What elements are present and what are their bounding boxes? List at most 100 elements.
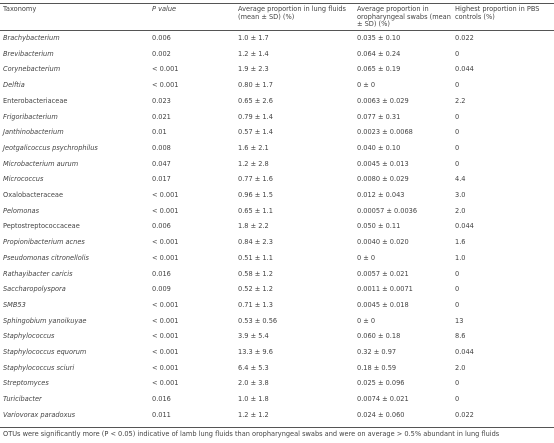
table-cell: 0.51 ± 1.1 [238, 253, 273, 262]
taxonomy: Janthinobacterium [3, 128, 64, 137]
table-cell: 1.0 ± 1.8 [238, 395, 269, 404]
table-cell: 0.011 [152, 410, 171, 419]
table-cell: 0.53 ± 0.56 [238, 316, 278, 325]
footnote: OTUs were significantly more (P < 0.05) … [3, 430, 500, 438]
table-cell: 0.0023 ± 0.0068 [357, 128, 413, 137]
table-cell: 1.8 ± 2.2 [238, 222, 269, 231]
taxonomy: Micrococcus [3, 175, 44, 184]
taxonomy: Staphylococcus sciuri [3, 363, 75, 372]
table-cell: < 0.001 [152, 206, 179, 215]
taxonomy: Peptostreptococcaceae [3, 222, 80, 231]
taxonomy: Enterobacteriaceae [3, 96, 68, 105]
table-cell: 0.024 ± 0.060 [357, 410, 405, 419]
column-header: Taxonomy [3, 5, 37, 13]
column-header: Highest proportion in PBS controls (%) [455, 5, 540, 21]
table-cell: 0.012 ± 0.043 [357, 191, 405, 199]
table-cell: 0 [455, 379, 460, 388]
table-cell: 0.025 ± 0.096 [357, 379, 405, 388]
table-cell: < 0.001 [152, 363, 179, 372]
table-cell: 0.044 [455, 65, 474, 74]
taxonomy: Pelomonas [3, 206, 40, 215]
taxonomy: Staphylococcus equorum [3, 348, 87, 356]
taxonomy: Streptomyces [3, 379, 49, 388]
table-cell: 0.016 [152, 395, 171, 404]
table-cell: 0 [455, 112, 460, 121]
table-cell: 0.96 ± 1.5 [238, 191, 273, 199]
taxonomy: Microbacterium aurum [3, 159, 79, 168]
table-cell: 0.80 ± 1.7 [238, 81, 273, 90]
table-cell: 3.9 ± 5.4 [238, 332, 269, 341]
table-cell: 0 [455, 269, 460, 278]
taxonomy: Saccharopolyspora [3, 285, 66, 294]
taxonomy: Pseudomonas citronellolis [3, 253, 89, 262]
table-cell: 0.021 [152, 112, 171, 121]
table-cell: 0.060 ± 0.18 [357, 332, 401, 341]
table-cell: 0.002 [152, 49, 171, 58]
column-header: Average proportion in lung fluids (mean … [238, 5, 346, 21]
taxonomy: Brevibacterium [3, 49, 54, 58]
table-cell: 1.6 ± 2.1 [238, 143, 269, 152]
table-cell: 1.2 ± 1.4 [238, 49, 269, 58]
table-cell: 0 [455, 395, 460, 404]
table-cell: 1.0 ± 1.7 [238, 34, 269, 42]
table-cell: 0.044 [455, 348, 474, 356]
table-cell: 1.0 [455, 253, 466, 262]
taxonomy: Staphylococcus [3, 332, 55, 341]
table-cell: < 0.001 [152, 379, 179, 388]
table-cell: 1.9 ± 2.3 [238, 65, 269, 74]
table-cell: 0.035 ± 0.10 [357, 34, 401, 42]
table-cell: 0 ± 0 [357, 81, 376, 90]
table-cell: 2.0 [455, 206, 466, 215]
table-cell: 1.6 [455, 238, 466, 247]
table-cell: 0.0057 ± 0.021 [357, 269, 409, 278]
table-cell: 0.77 ± 1.6 [238, 175, 273, 184]
table-cell: < 0.001 [152, 348, 179, 356]
taxonomy: Propionibacterium acnes [3, 238, 85, 247]
table-cell: < 0.001 [152, 238, 179, 247]
table-cell: 0.006 [152, 222, 171, 231]
table-cell: < 0.001 [152, 191, 179, 199]
taxonomy: Oxalobacteraceae [3, 191, 64, 199]
table-cell: < 0.001 [152, 81, 179, 90]
table-cell: 13 [455, 316, 464, 325]
table-cell: 0.71 ± 1.3 [238, 300, 273, 309]
taxonomy: Corynebacterium [3, 65, 61, 74]
table-cell: 0.017 [152, 175, 171, 184]
table-cell: 2.0 [455, 363, 466, 372]
table-cell: 0.0011 ± 0.0071 [357, 285, 413, 294]
table-cell: 0.065 ± 0.19 [357, 65, 401, 74]
table-cell: 0.0045 ± 0.013 [357, 159, 409, 168]
table-cell: 0.65 ± 2.6 [238, 96, 273, 105]
table-cell: 0.79 ± 1.4 [238, 112, 273, 121]
table-cell: 0.023 [152, 96, 171, 105]
table-cell: 0.58 ± 1.2 [238, 269, 273, 278]
table-cell: 0 [455, 143, 460, 152]
table-cell: 0.84 ± 2.3 [238, 238, 273, 247]
table-cell: 0.01 [152, 128, 167, 137]
table-cell: 0.008 [152, 143, 171, 152]
table-cell: < 0.001 [152, 65, 179, 74]
table-cell: 0.009 [152, 285, 171, 294]
taxonomy: Rathayibacter caricis [3, 269, 73, 278]
table-cell: 0.040 ± 0.10 [357, 143, 401, 152]
table-cell: 2.2 [455, 96, 466, 105]
table-cell: 0.006 [152, 34, 171, 42]
table-cell: 0.00057 ± 0.0036 [357, 206, 418, 215]
table-cell: 0.18 ± 0.59 [357, 363, 397, 372]
taxonomy: Jeotgalicoccus psychrophilus [3, 143, 98, 152]
table-cell: 0 ± 0 [357, 253, 376, 262]
column-header: P value [152, 5, 177, 13]
taxonomy: Frigoribacterium [3, 112, 58, 121]
table-cell: 1.2 ± 1.2 [238, 410, 269, 419]
table-cell: 0 [455, 285, 460, 294]
table-cell: 0.047 [152, 159, 171, 168]
table-cell: 0.52 ± 1.2 [238, 285, 273, 294]
table-cell: 0.077 ± 0.31 [357, 112, 401, 121]
table-cell: 4.4 [455, 175, 466, 184]
table-cell: 0 [455, 159, 460, 168]
taxonomy: Variovorax paradoxus [3, 410, 76, 419]
table-cell: 0.57 ± 1.4 [238, 128, 273, 137]
taxonomy: Brachybacterium [3, 34, 60, 42]
table-cell: 0 [455, 128, 460, 137]
